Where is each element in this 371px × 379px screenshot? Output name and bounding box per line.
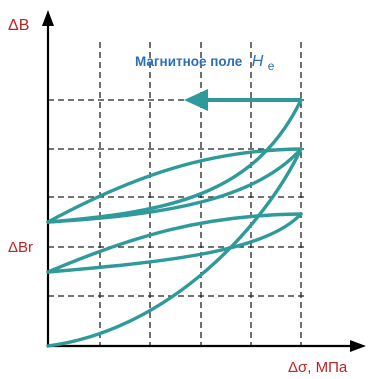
x-axis-arrow-icon <box>350 340 366 352</box>
y-axis-label: ΔB <box>8 17 29 34</box>
curve-initial <box>46 147 303 348</box>
field-label-symbol: H <box>252 53 264 70</box>
field-label-subscript: e <box>268 59 275 73</box>
field-label-text: Магнитное поле <box>135 54 243 69</box>
field-arrow-head-icon <box>184 89 208 111</box>
grid <box>48 42 306 346</box>
hysteresis-curves <box>46 98 303 348</box>
curve-upper-loop <box>46 98 303 224</box>
curve-lower-loop-lower <box>46 212 303 274</box>
curve-lower-loop-upper <box>46 212 303 274</box>
y-marker-label: ΔBr <box>8 239 33 256</box>
field-label: Магнитное поле H e <box>135 53 275 73</box>
x-axis-label: Δσ, МПа <box>288 359 348 376</box>
y-axis-arrow-icon <box>42 10 54 26</box>
